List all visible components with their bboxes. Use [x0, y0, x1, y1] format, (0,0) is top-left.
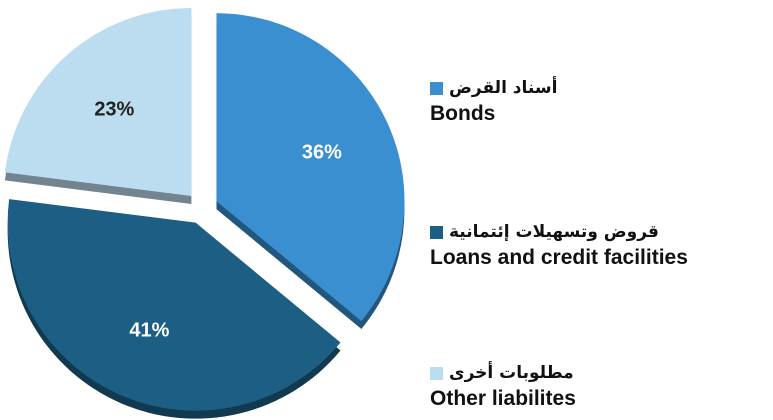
- legend-label-en-bonds: Bonds: [430, 102, 496, 125]
- pie-chart: 36% 41% 23%: [4, 7, 405, 419]
- legend: أسناد القرض Bonds قروض وتسهيلات إئتمانية…: [430, 0, 770, 420]
- legend-item-loans: قروض وتسهيلات إئتمانية Loans and credit …: [430, 220, 688, 270]
- legend-label-ar-other: مطلوبات أخرى: [449, 363, 574, 383]
- legend-label-en-loans: Loans and credit facilities: [430, 246, 688, 269]
- pie-label-loans: 41%: [129, 320, 169, 342]
- legend-item-bonds: أسناد القرض Bonds: [430, 76, 557, 126]
- legend-label-en-other: Other liabilites: [430, 387, 576, 410]
- pie-label-bonds: 36%: [302, 142, 342, 164]
- legend-label-ar-loans: قروض وتسهيلات إئتمانية: [449, 222, 659, 242]
- legend-swatch-bonds: [430, 81, 443, 95]
- pie-slice-bonds: [216, 13, 405, 322]
- legend-label-ar-bonds: أسناد القرض: [449, 78, 558, 98]
- legend-swatch-loans: [430, 225, 443, 239]
- pie-slice-loans: [7, 199, 341, 411]
- legend-swatch-other: [430, 366, 443, 380]
- pie-label-other: 23%: [94, 99, 134, 121]
- legend-item-other: مطلوبات أخرى Other liabilites: [430, 361, 576, 411]
- pie-slice-other: [4, 7, 192, 196]
